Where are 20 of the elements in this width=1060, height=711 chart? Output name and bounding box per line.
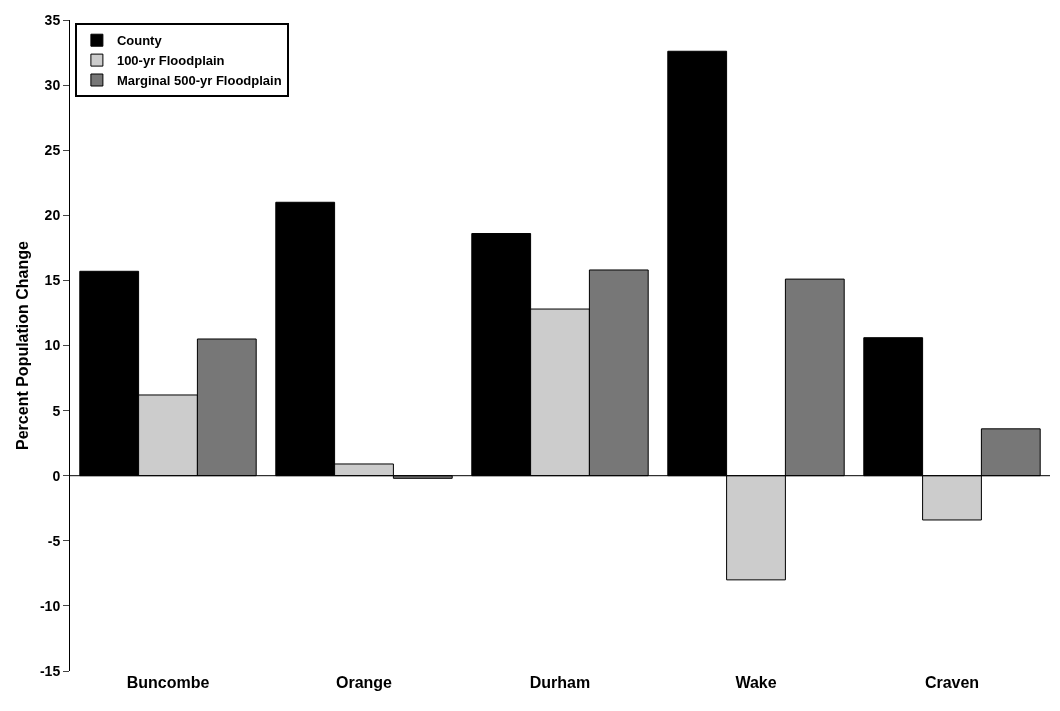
y-tick-label: 35 (44, 11, 61, 28)
y-tick-label: -5 (47, 532, 61, 549)
x-tick-label: Wake (735, 674, 777, 691)
legend-label: County (116, 33, 163, 49)
legend-label: Marginal 500-yr Floodplain (116, 73, 282, 89)
y-tick-label: 20 (44, 207, 61, 224)
y-tick-label: 30 (44, 77, 61, 93)
x-tick-label: Craven (924, 674, 980, 691)
y-tick-label: -15 (39, 662, 61, 679)
legend-label: 100-yr Floodplain (116, 53, 225, 69)
y-tick-label: 25 (44, 142, 61, 159)
y-tick-label: 0 (52, 467, 61, 484)
y-axis-title: Percent Population Change (14, 240, 31, 450)
x-tick-label: Buncombe (126, 674, 210, 691)
y-tick-label: 10 (44, 337, 61, 354)
x-tick-label: Durham (529, 674, 591, 691)
y-tick-label: -10 (39, 597, 61, 614)
y-tick-label: 15 (44, 272, 61, 289)
x-tick-label: Orange (335, 674, 393, 691)
y-tick-label: 5 (52, 402, 61, 419)
